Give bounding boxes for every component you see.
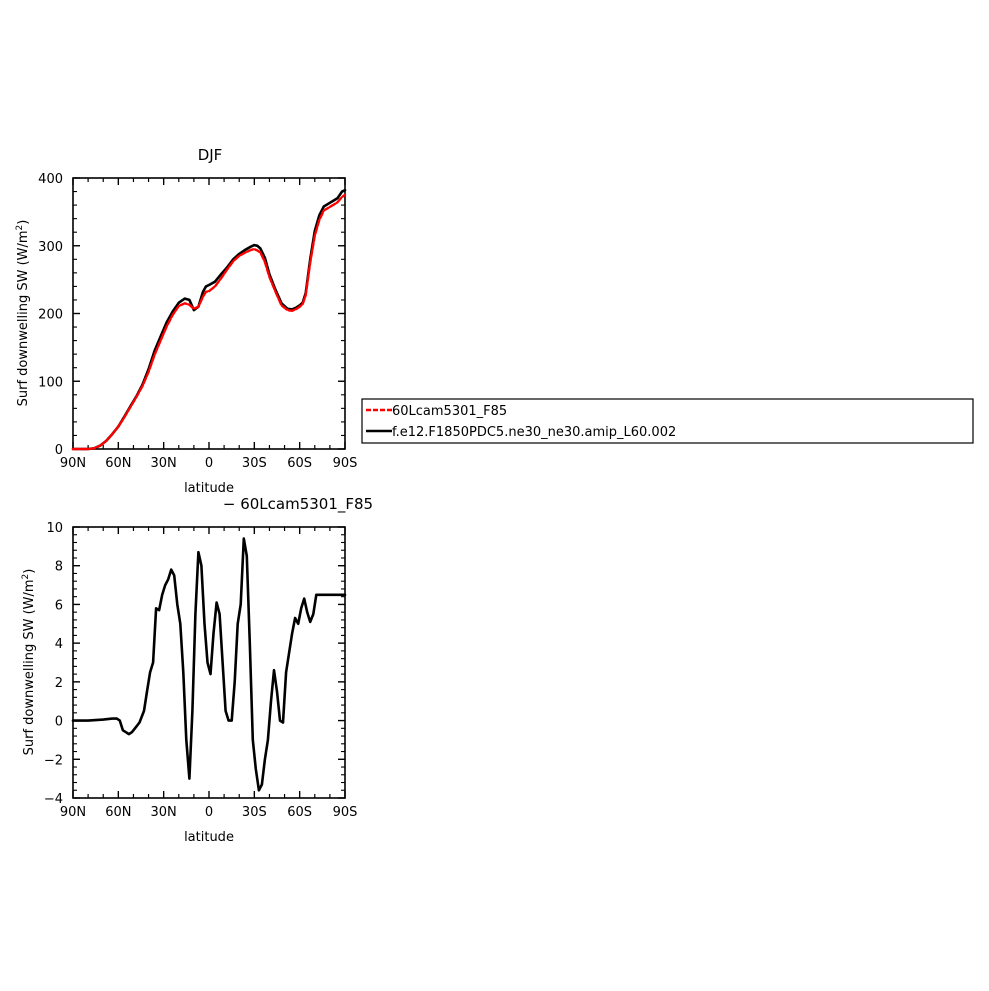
bottom-xtick-label: 60N — [105, 805, 131, 820]
top-xtick-label: 90N — [60, 456, 86, 471]
bottom-ytick-label: 2 — [55, 676, 63, 691]
top-xtick-label: 90S — [333, 456, 358, 471]
legend: 60Lcam5301_F85 f.e12.F1850PDC5.ne30_ne30… — [361, 398, 974, 444]
bottom-ytick-label: 6 — [55, 598, 63, 613]
bottom-ytick-label: −2 — [44, 753, 63, 768]
bottom-ytick-label: 4 — [55, 637, 63, 652]
legend-label-black: f.e12.F1850PDC5.ne30_ne30.amip_L60.002 — [392, 425, 676, 440]
legend-label-red: 60Lcam5301_F85 — [392, 404, 507, 419]
top-x-axis-label: latitude — [184, 481, 234, 496]
top-series-line-0 — [71, 188, 347, 451]
bottom-xtick-label: 30S — [242, 805, 267, 820]
bottom-x-axis-label: latitude — [184, 830, 234, 845]
bottom-plot-frame — [72, 526, 346, 799]
top-plot-frame — [72, 177, 346, 450]
top-ytick-label: 200 — [38, 308, 63, 323]
bottom-xtick-label: 90S — [333, 805, 358, 820]
bottom-xtick-label: 0 — [205, 805, 213, 820]
bottom-panel: − 60Lcam5301_F85 90N 60N 30N 0 30S 60S 90S −4 −2… — [21, 495, 373, 845]
top-xtick-label: 30S — [242, 456, 267, 471]
bottom-ytick-label: −4 — [44, 792, 63, 807]
bottom-chart-title: − 60Lcam5301_F85 — [223, 495, 373, 514]
top-series-line-1 — [71, 193, 347, 451]
top-ytick-label: 300 — [38, 240, 63, 255]
bottom-y-axis-label: Surf downwelling SW (W/m2) — [21, 569, 37, 756]
top-y-axis-label: Surf downwelling SW (W/m2) — [15, 220, 31, 407]
top-ytick-label: 100 — [38, 375, 63, 390]
top-series — [71, 188, 347, 451]
top-xtick-label: 60S — [287, 456, 312, 471]
top-xtick-label: 60N — [105, 456, 131, 471]
legend-box — [361, 398, 974, 444]
bottom-ytick-label: 8 — [55, 560, 63, 575]
bottom-ytick-label: 10 — [46, 521, 63, 536]
top-chart-title: DJF — [198, 146, 223, 164]
bottom-xtick-label: 60S — [287, 805, 312, 820]
bottom-xtick-label: 30N — [151, 805, 177, 820]
top-ytick-label: 400 — [38, 172, 63, 187]
bottom-xtick-label: 90N — [60, 805, 86, 820]
top-xtick-label: 30N — [151, 456, 177, 471]
bottom-axis-ticks: 90N 60N 30N 0 30S 60S 90S −4 −2 0 2 4 6 8 10 — [44, 521, 358, 820]
bottom-series-line-0 — [71, 537, 347, 792]
bottom-series — [71, 537, 347, 792]
top-ytick-label: 0 — [55, 443, 63, 458]
top-panel: DJF 90N 60N 30N 0 30S 60S 90S 0 100 200 300 400 lat… — [15, 146, 357, 496]
top-xtick-label: 0 — [205, 456, 213, 471]
top-axis-ticks: 90N 60N 30N 0 30S 60S 90S 0 100 200 300 400 — [38, 172, 357, 471]
bottom-ytick-label: 0 — [55, 715, 63, 730]
